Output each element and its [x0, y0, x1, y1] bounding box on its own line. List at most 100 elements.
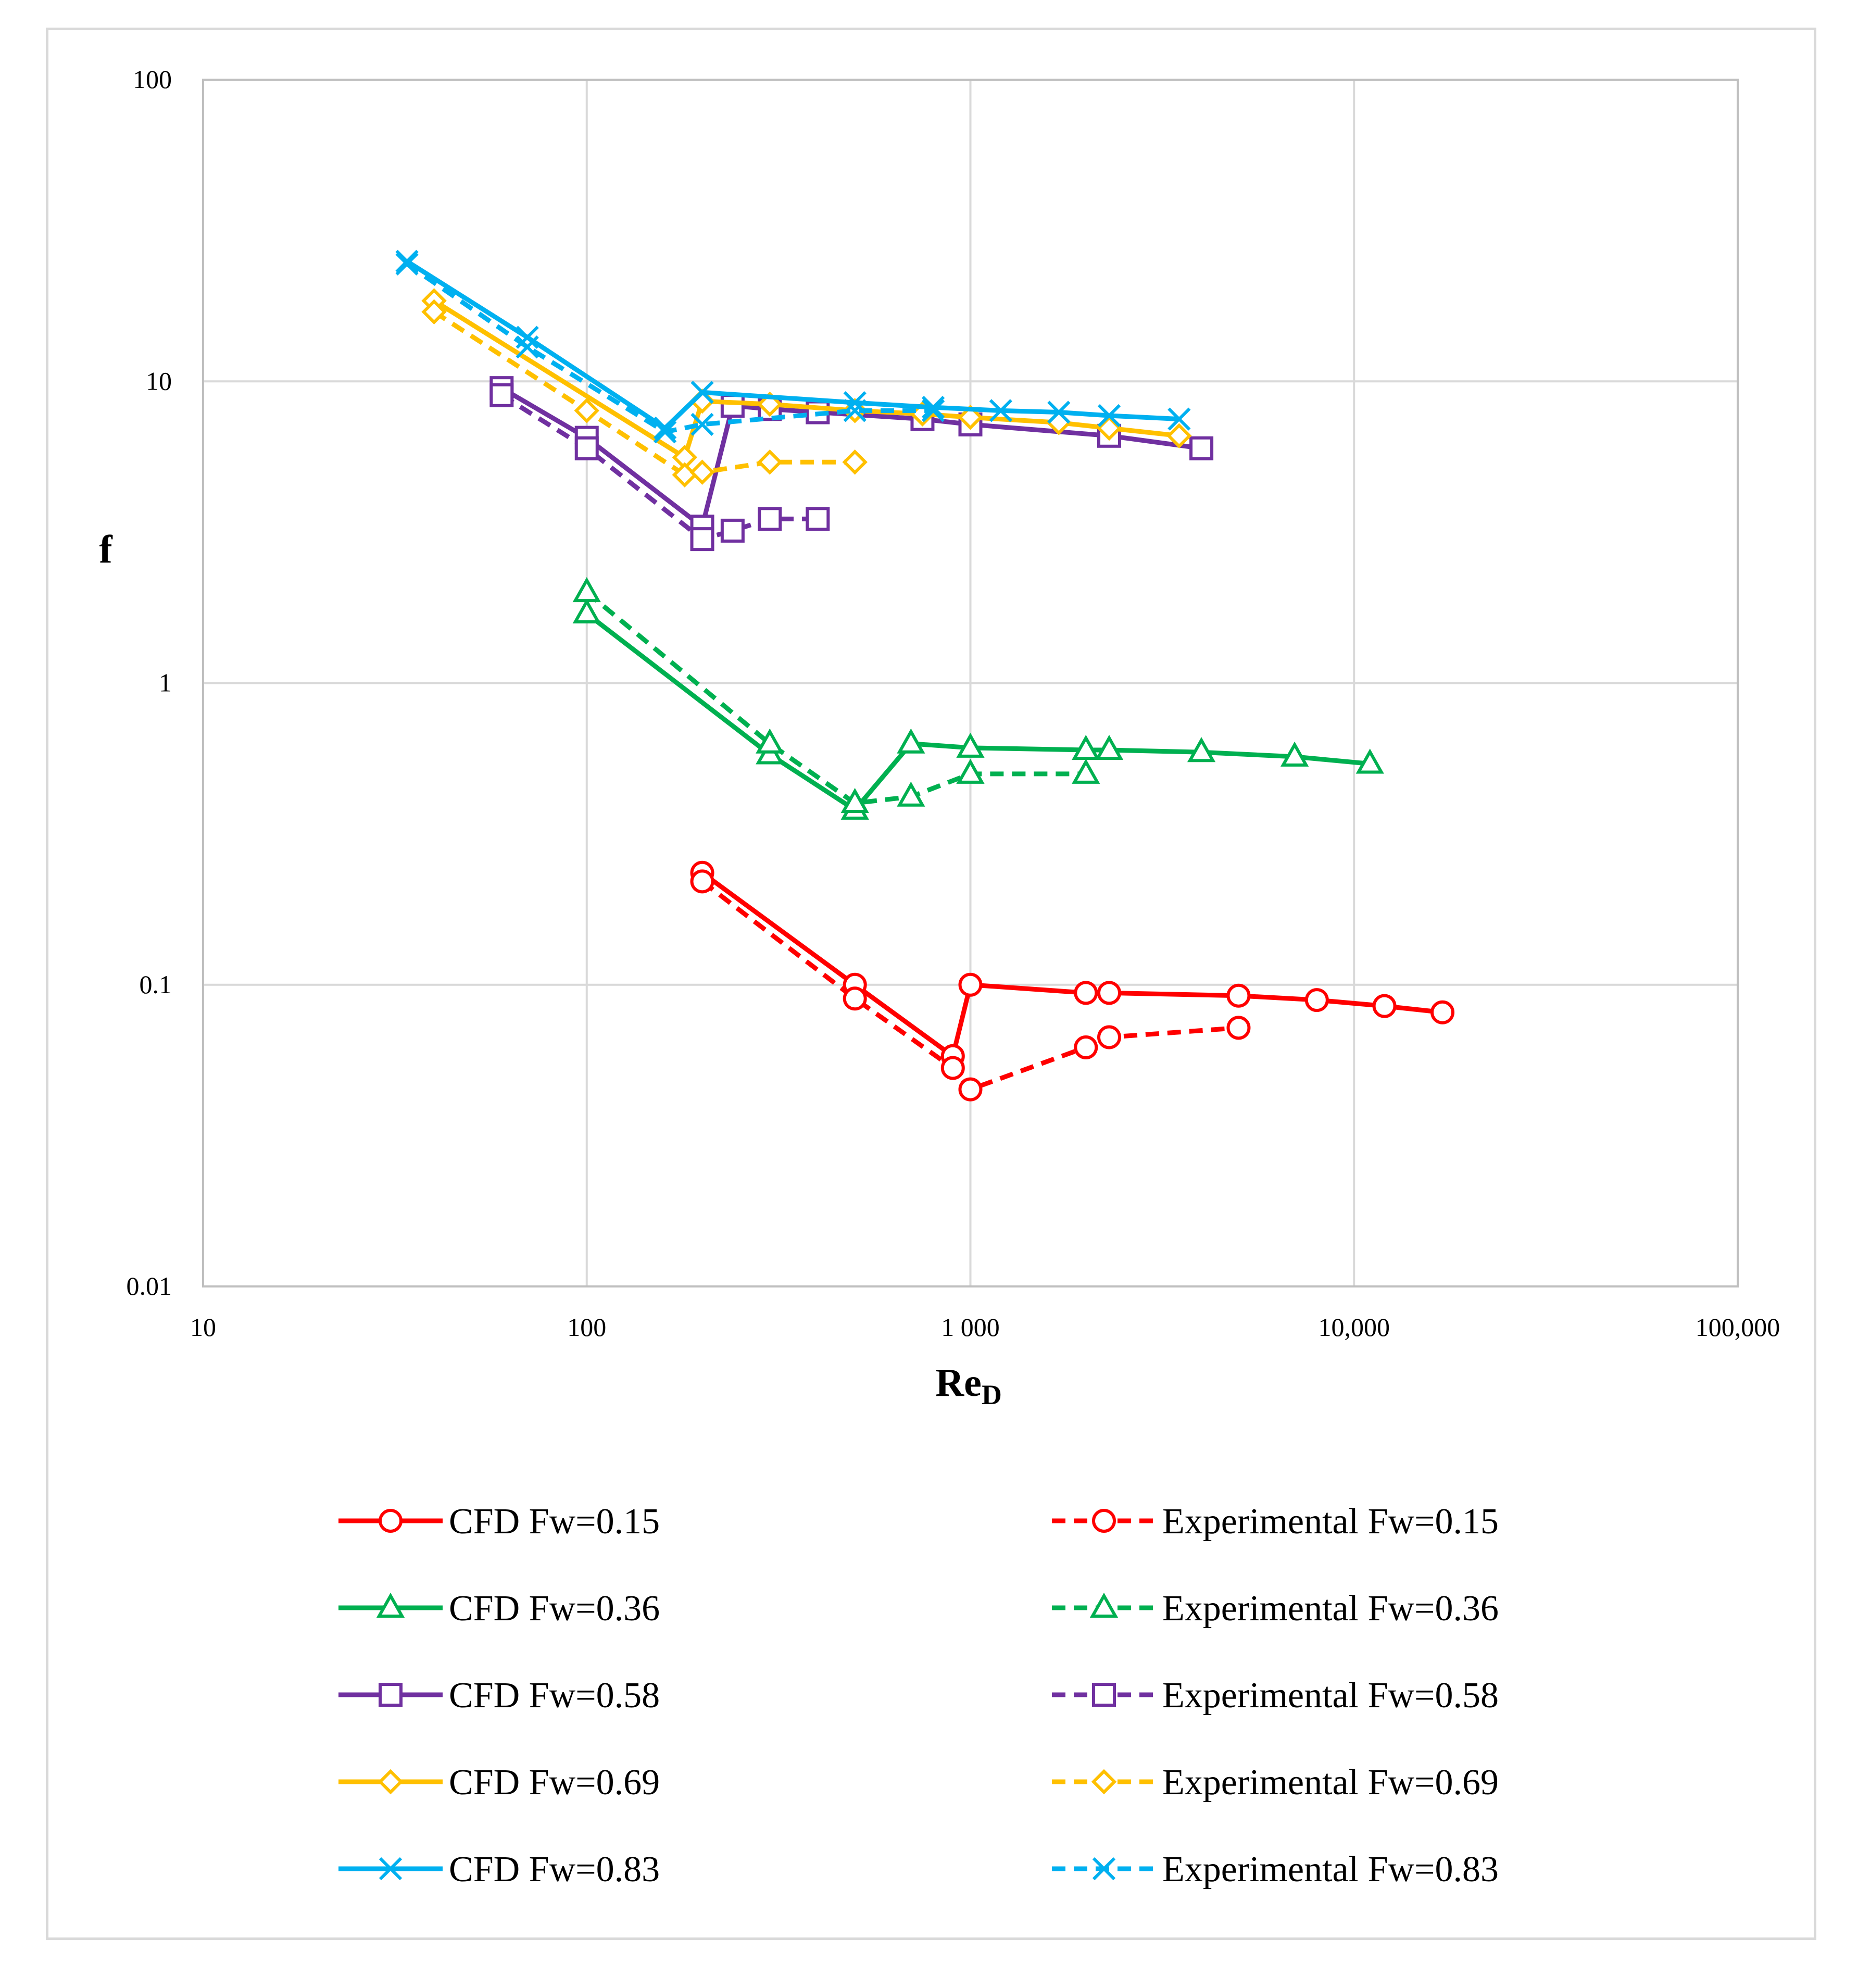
grid-lines	[202, 79, 1739, 1287]
data-point-cross	[395, 252, 419, 276]
x-axis-label: ReD	[935, 1361, 1002, 1410]
legend-marker-circle	[379, 1509, 403, 1533]
series-cfd-fw-0-69	[421, 288, 1192, 470]
y-tick-label: 10	[146, 366, 172, 395]
data-point-triangle	[1355, 748, 1384, 774]
data-point-square	[690, 527, 714, 552]
cross-stroke	[379, 1857, 403, 1881]
x-axis-label-main: Re	[935, 1361, 982, 1405]
legend-marker-circle	[1092, 1509, 1116, 1533]
legend-marker-cross	[379, 1857, 403, 1881]
legend-item: Experimental Fw=0.15	[1052, 1502, 1499, 1542]
data-point-triangle	[897, 728, 925, 754]
legend-marker-diamond	[378, 1769, 404, 1795]
legend-label: Experimental Fw=0.15	[1162, 1502, 1499, 1542]
cross-stroke	[516, 335, 539, 359]
series-experimental-fw-0-83	[395, 252, 945, 444]
data-point-square	[1189, 436, 1214, 460]
legend-label: CFD Fw=0.15	[449, 1502, 660, 1542]
legend-label: CFD Fw=0.36	[449, 1589, 660, 1629]
series-experimental-fw-0-36	[572, 577, 1100, 814]
series-experimental-fw-0-58	[489, 383, 830, 552]
data-point-triangle	[1187, 737, 1216, 762]
y-axis-label: f	[99, 528, 113, 571]
data-point-circle	[1372, 994, 1397, 1018]
plot-area-border	[202, 79, 1739, 1287]
series-cfd-fw-0-15	[690, 860, 1455, 1068]
cross-stroke	[1097, 404, 1121, 428]
data-point-triangle	[1095, 734, 1124, 760]
chart-frame	[46, 28, 1816, 1940]
data-point-square	[489, 383, 514, 407]
legend-item: CFD Fw=0.58	[338, 1676, 660, 1716]
data-point-cross	[654, 416, 677, 440]
data-point-cross	[1047, 401, 1071, 424]
data-point-diamond	[842, 449, 868, 475]
legend-label: Experimental Fw=0.83	[1162, 1849, 1499, 1890]
cross-stroke	[1167, 407, 1191, 431]
cross-stroke	[843, 399, 867, 422]
data-point-diamond	[757, 449, 783, 475]
data-point-diamond	[574, 398, 599, 423]
series-experimental-fw-0-69	[421, 299, 868, 487]
series-line	[585, 611, 1371, 812]
data-point-cross	[843, 399, 867, 422]
legend-item: CFD Fw=0.69	[338, 1762, 660, 1803]
data-point-triangle	[897, 781, 925, 807]
data-point-triangle	[956, 732, 985, 758]
cross-stroke	[1092, 1857, 1116, 1881]
cross-stroke	[1047, 401, 1071, 424]
data-point-triangle	[1072, 734, 1100, 760]
y-tick-label: 0.1	[140, 970, 172, 999]
data-point-cross	[654, 420, 677, 444]
data-point-triangle	[956, 758, 985, 784]
legend-label: CFD Fw=0.58	[449, 1676, 660, 1716]
legend-marker-cross	[1092, 1857, 1116, 1881]
data-point-square	[720, 394, 745, 418]
legend-marker-square	[379, 1683, 403, 1707]
series-line	[585, 590, 1086, 806]
data-point-circle	[1074, 981, 1098, 1005]
data-point-cross	[921, 399, 945, 422]
data-point-cross	[1167, 407, 1191, 431]
data-point-square	[720, 518, 745, 543]
legend-item: Experimental Fw=0.58	[1052, 1676, 1499, 1716]
cross-stroke	[691, 412, 714, 436]
legend-item: Experimental Fw=0.69	[1052, 1762, 1499, 1803]
cross-stroke	[989, 399, 1012, 422]
data-point-circle	[940, 1056, 965, 1080]
x-tick-label: 10	[190, 1312, 216, 1342]
data-point-circle	[1430, 1000, 1455, 1024]
legend-label: Experimental Fw=0.36	[1162, 1589, 1499, 1629]
legend-item: Experimental Fw=0.36	[1052, 1589, 1499, 1629]
data-point-square	[574, 436, 599, 460]
legend-label: CFD Fw=0.83	[449, 1849, 660, 1890]
y-tick-label: 0.01	[127, 1271, 172, 1301]
x-tick-label: 100	[567, 1312, 606, 1342]
data-point-square	[758, 507, 782, 531]
data-point-cross	[516, 335, 539, 359]
legend-label: Experimental Fw=0.58	[1162, 1676, 1499, 1716]
series-cfd-fw-0-83	[395, 249, 1191, 440]
data-point-circle	[1074, 1035, 1098, 1060]
data-point-triangle	[1280, 741, 1309, 767]
data-point-circle	[1226, 1016, 1251, 1040]
data-point-circle	[958, 972, 983, 997]
data-point-diamond	[958, 405, 983, 430]
data-point-circle	[1304, 988, 1329, 1012]
cross-stroke	[654, 416, 677, 440]
legend-item: Experimental Fw=0.83	[1052, 1849, 1499, 1890]
legend-label: CFD Fw=0.69	[449, 1762, 660, 1803]
data-point-diamond	[1166, 423, 1192, 449]
y-tick-label: 1	[159, 668, 172, 697]
cross-stroke	[921, 396, 945, 419]
legend-item: CFD Fw=0.36	[338, 1589, 660, 1629]
legend-marker-diamond	[1091, 1769, 1117, 1795]
x-tick-label: 100,000	[1696, 1312, 1780, 1342]
data-point-circle	[843, 986, 867, 1011]
data-point-circle	[1226, 983, 1251, 1008]
data-point-diamond	[689, 459, 715, 485]
legend-marker-square	[1092, 1683, 1116, 1707]
cross-stroke	[395, 252, 419, 276]
data-point-triangle	[756, 728, 784, 754]
